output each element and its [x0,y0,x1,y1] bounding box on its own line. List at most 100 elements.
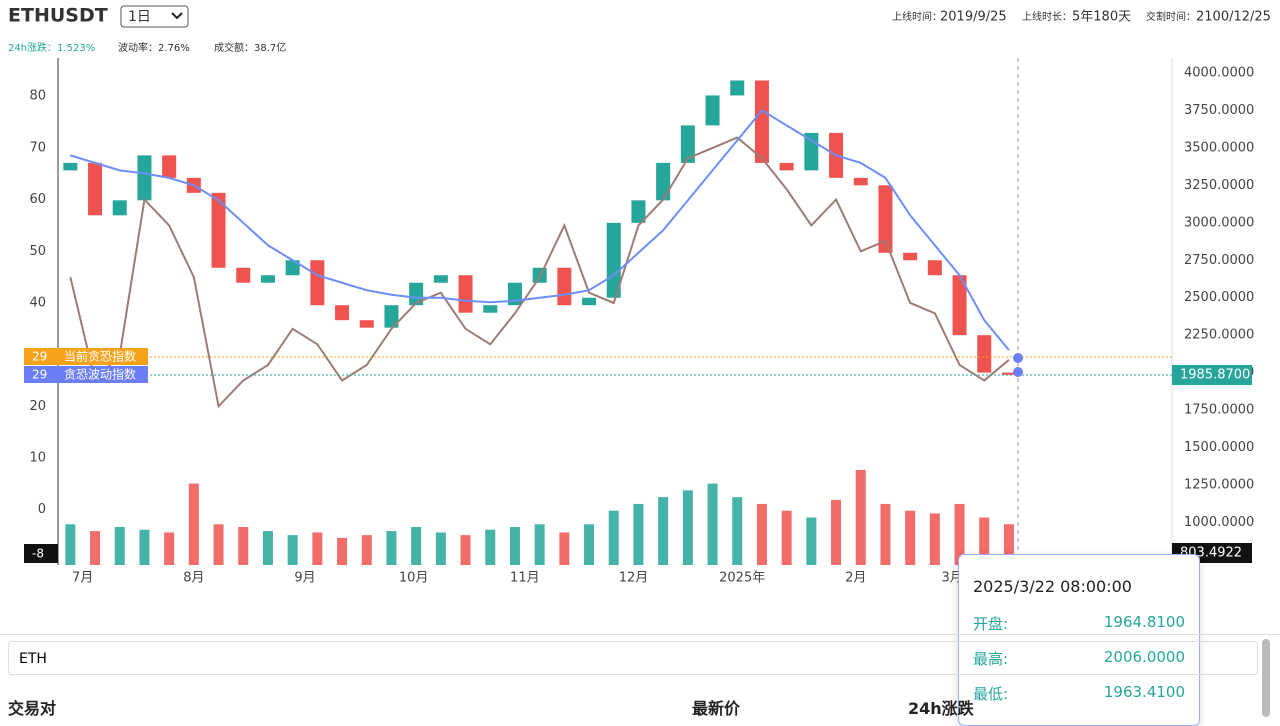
volume-bar [831,499,842,565]
candle [1001,372,1016,375]
volume-bar [460,535,471,565]
volume-bar [929,513,940,565]
volume-bar [337,537,348,565]
candle [952,275,967,336]
volume-bar [287,535,298,565]
y2-tick-label: 4000.0000 [1184,65,1254,80]
x-tick-label: 8月 [183,571,204,586]
candle [359,320,374,328]
volume-bar [361,535,372,565]
left-label: -8 [32,547,44,561]
candle [137,155,152,201]
listed: 2019/9/25 [940,10,1007,25]
tooltip-row: 最低: 1963.4100 [959,676,1199,711]
x-tick-label: 10月 [399,571,429,586]
x-tick-label: 2025年 [719,571,765,586]
y2-tick-label: 3250.0000 [1184,178,1254,193]
candle [977,335,992,373]
volume-bar [114,527,125,565]
index-value: 29 [32,350,47,364]
change: 24h涨跌：1.523% [8,41,95,54]
candle [853,177,868,186]
index-name: 贪恐波动指数 [64,367,136,382]
col: 交易对 [8,699,57,718]
delivery: 2100/12/25 [1196,10,1271,25]
volume-bar [584,524,595,565]
y-tick-label: 20 [29,399,46,414]
volume-bar [386,531,397,565]
dot [1013,353,1023,363]
y2-tick-label: 1500.0000 [1184,440,1254,455]
tooltip-row: 最高: 2006.0000 [959,641,1199,676]
volume-bar [658,497,669,565]
x-tick-label: 2月 [845,571,866,586]
x-tick-label: 11月 [510,571,540,586]
volume-bar [534,524,545,565]
candle [88,162,103,216]
candle [310,260,325,306]
scrollbar[interactable] [1262,639,1270,717]
candle [433,275,448,283]
col: 最新价 [692,699,741,718]
line [70,109,1010,351]
y2-tick-label: 2750.0000 [1184,253,1254,268]
y-tick-label: 80 [29,89,46,104]
candle [458,275,473,313]
candle [112,200,127,216]
x-tick-label: 7月 [72,571,93,586]
interval: 1日 [128,9,151,25]
age-label: 上线时长： [1022,10,1072,23]
y2-tick-label: 3750.0000 [1184,103,1254,118]
candle [730,80,745,96]
volume-bar [954,503,965,565]
tooltip-time: 2025/3/22 08:00:00 [973,577,1132,596]
volume-bar [682,490,693,565]
volume-bar [411,527,422,565]
volume-bar [90,531,101,565]
volume-bar [485,529,496,565]
search-input[interactable]: ETH [8,641,1258,675]
badge [24,348,148,365]
volume-bar [262,531,273,565]
candle [927,260,942,276]
volume-bar [905,510,916,565]
volume-bar [213,524,224,565]
x-tick-label: 9月 [294,571,315,586]
y-tick-label: 40 [29,295,46,310]
chart: ETHUSDT 1日 上线时间： 2019/9/25 上线时长： 5年180天 … [8,5,1271,586]
candle [335,305,350,321]
y-tick-label: 60 [29,192,46,207]
volume-bar [756,503,767,565]
volume-bar [188,483,199,565]
volume-bar [435,532,446,565]
line [69,136,1010,409]
volume-bar [732,497,743,565]
volume-bar [164,532,175,565]
candle [557,267,572,306]
y-tick-label: 50 [29,244,46,259]
volume-bar [238,527,249,565]
candle [582,297,597,306]
x-tick-label: 3月 [941,571,962,586]
volume-bar [806,517,817,565]
volume-bar [781,510,792,565]
volume-bar [139,529,150,565]
y2-tick-label: 2250.0000 [1184,328,1254,343]
age: 5年180天 [1072,10,1131,25]
index-name: 当前贪恐指数 [64,349,136,364]
candle [409,282,424,306]
symbol: ETHUSDT [8,5,108,27]
interval-select[interactable] [120,5,189,28]
price-badge [1172,365,1252,385]
candle [779,162,794,171]
candle [162,155,177,178]
v: 2006.0000 [1103,648,1185,666]
candle [260,275,275,283]
volume-bar [979,517,990,565]
badge [24,366,148,383]
caret [171,12,183,20]
candle [903,252,918,261]
k: 最高: [973,650,1009,668]
y2-tick-label: 1000.0000 [1184,515,1254,530]
volume-bar [880,503,891,565]
